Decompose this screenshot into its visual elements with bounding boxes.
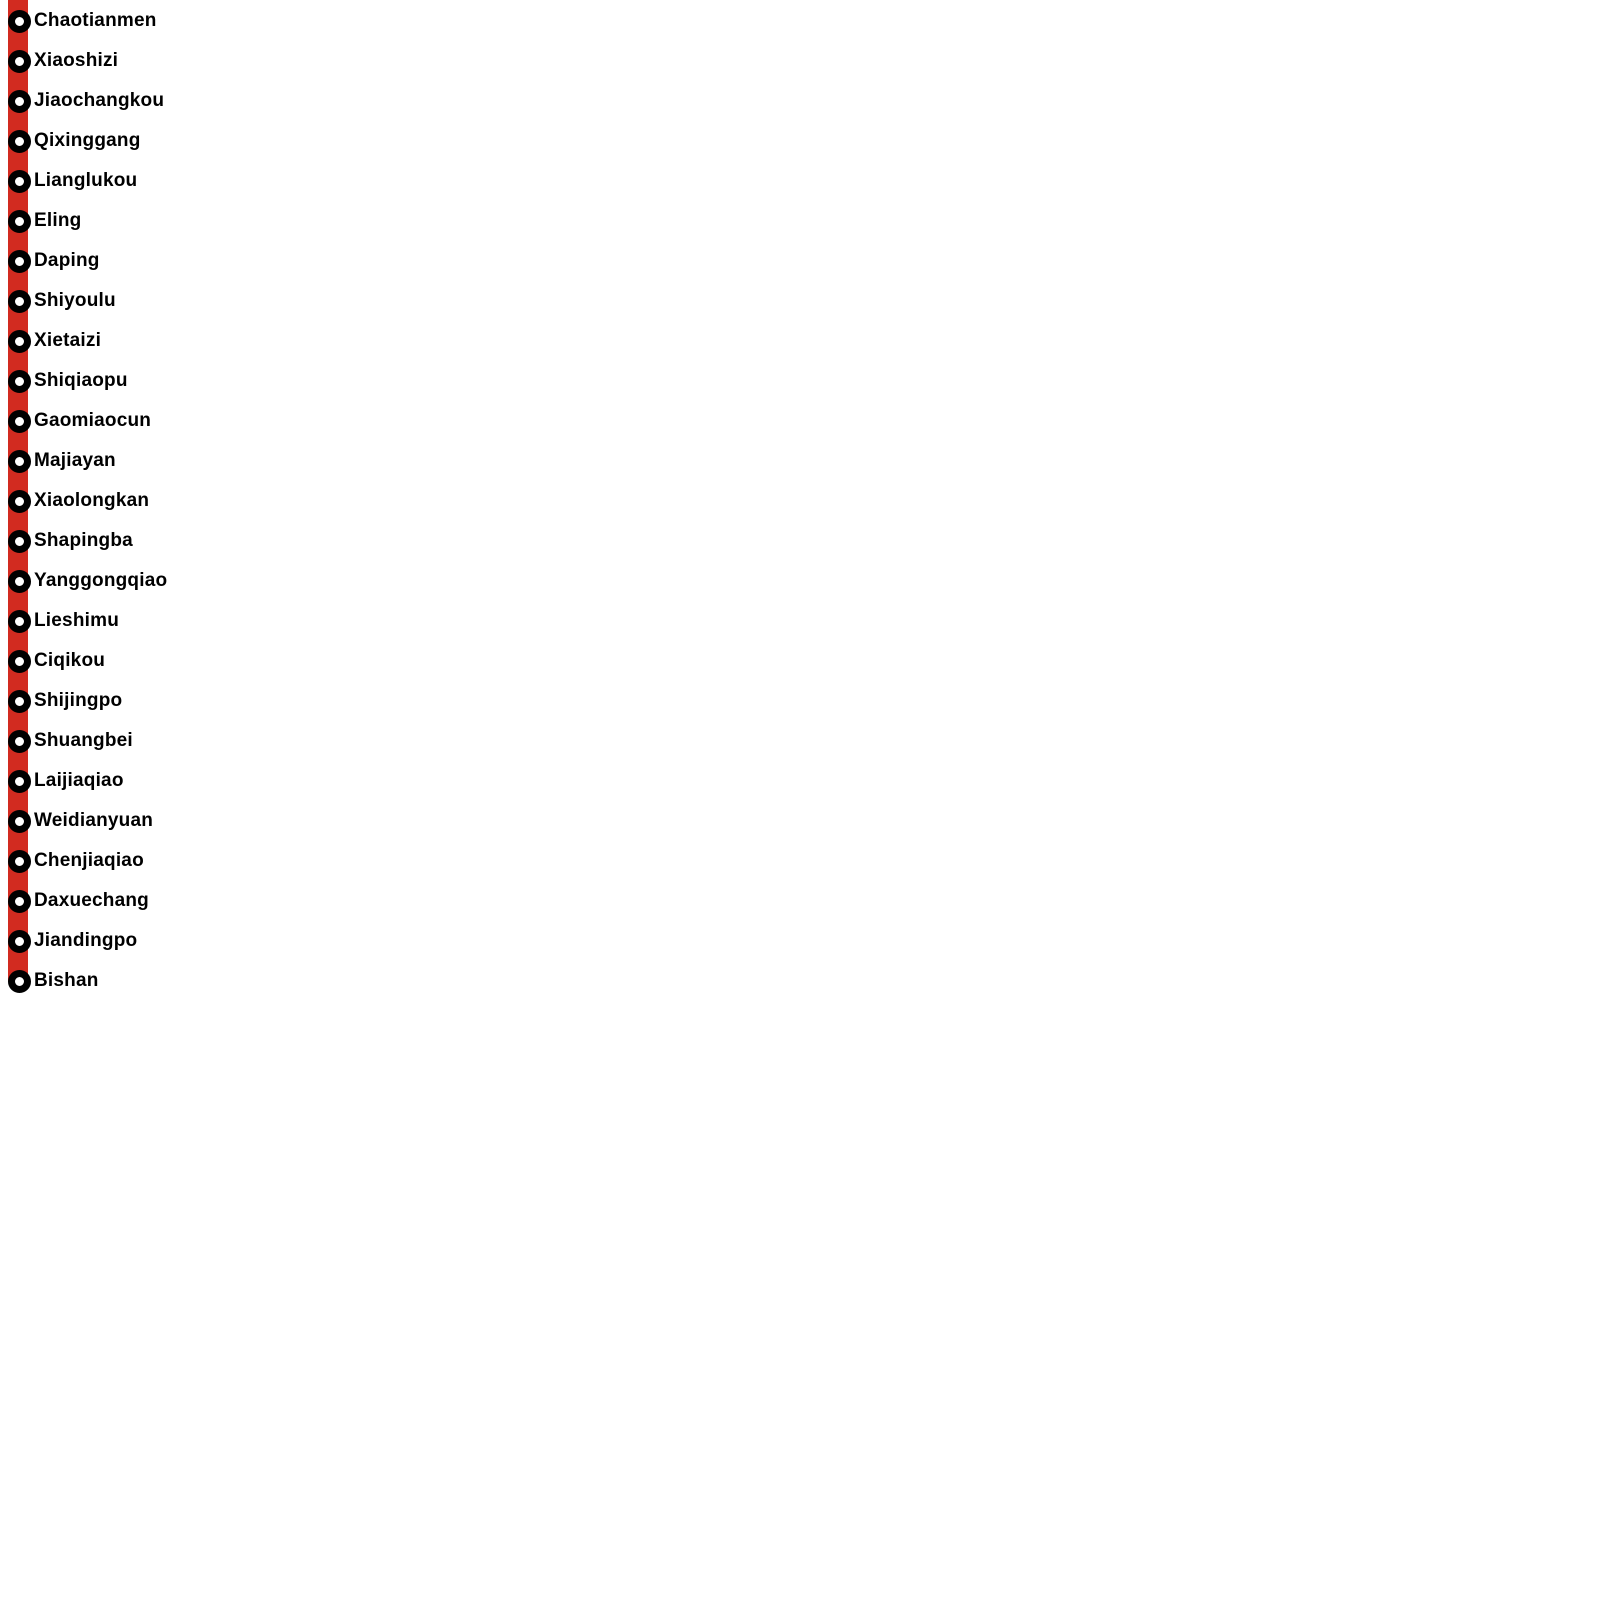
station-marker-icon — [8, 769, 31, 793]
station-row: Ciqikou — [0, 641, 105, 681]
station-row: Yanggongqiao — [0, 561, 167, 601]
station-marker-icon — [8, 449, 31, 473]
station-marker-icon — [8, 729, 31, 753]
station-label: Lianglukou — [34, 170, 138, 191]
station-row: Shiyoulu — [0, 281, 116, 321]
station-label: Qixinggang — [34, 130, 141, 151]
station-label: Xiaolongkan — [34, 490, 150, 511]
station-row: Gaomiaocun — [0, 401, 151, 441]
station-row: Xietaizi — [0, 321, 101, 361]
station-row: Jiaochangkou — [0, 81, 164, 121]
station-row: Bishan — [0, 961, 99, 1001]
station-label: Shiyoulu — [34, 290, 116, 311]
station-marker-icon — [8, 969, 31, 993]
station-marker-icon — [8, 409, 31, 433]
station-row: Daxuechang — [0, 881, 149, 921]
station-marker-icon — [8, 649, 31, 673]
station-row: Eling — [0, 201, 81, 241]
station-row: Majiayan — [0, 441, 116, 481]
station-label: Weidianyuan — [34, 810, 154, 831]
station-label: Ciqikou — [34, 650, 106, 671]
station-marker-icon — [8, 89, 31, 113]
station-row: Xiaolongkan — [0, 481, 149, 521]
station-label: Jiaochangkou — [34, 90, 165, 111]
station-row: Chaotianmen — [0, 1, 157, 41]
station-row: Laijiaqiao — [0, 761, 124, 801]
station-row: Lieshimu — [0, 601, 119, 641]
station-row: Jiandingpo — [0, 921, 137, 961]
station-marker-icon — [8, 329, 31, 353]
station-row: Weidianyuan — [0, 801, 153, 841]
station-label: Gaomiaocun — [34, 410, 152, 431]
station-label: Daping — [34, 250, 100, 271]
station-marker-icon — [8, 569, 31, 593]
station-label: Jiandingpo — [34, 930, 138, 951]
station-label: Shapingba — [34, 530, 133, 551]
station-marker-icon — [8, 809, 31, 833]
station-marker-icon — [8, 929, 31, 953]
station-label: Shiqiaopu — [34, 370, 128, 391]
station-row: Shiqiaopu — [0, 361, 128, 401]
station-marker-icon — [8, 889, 31, 913]
station-label: Shuangbei — [34, 730, 133, 751]
station-marker-icon — [8, 609, 31, 633]
station-row: Shapingba — [0, 521, 133, 561]
station-label: Laijiaqiao — [34, 770, 124, 791]
station-marker-icon — [8, 249, 31, 273]
station-marker-icon — [8, 489, 31, 513]
station-marker-icon — [8, 849, 31, 873]
station-label: Shijingpo — [34, 690, 123, 711]
station-marker-icon — [8, 9, 31, 33]
station-marker-icon — [8, 689, 31, 713]
station-label: Majiayan — [34, 450, 116, 471]
station-row: Daping — [0, 241, 100, 281]
station-marker-icon — [8, 529, 31, 553]
station-row: Chenjiaqiao — [0, 841, 144, 881]
station-marker-icon — [8, 209, 31, 233]
station-label: Daxuechang — [34, 890, 149, 911]
station-label: Chenjiaqiao — [34, 850, 144, 871]
station-marker-icon — [8, 289, 31, 313]
station-marker-icon — [8, 129, 31, 153]
station-label: Eling — [34, 210, 82, 231]
station-marker-icon — [8, 369, 31, 393]
station-label: Bishan — [34, 970, 99, 991]
station-label: Xietaizi — [34, 330, 102, 351]
station-label: Chaotianmen — [34, 10, 157, 31]
station-label: Lieshimu — [34, 610, 120, 631]
station-row: Qixinggang — [0, 121, 141, 161]
station-row: Lianglukou — [0, 161, 137, 201]
station-label: Yanggongqiao — [34, 570, 168, 591]
station-marker-icon — [8, 169, 31, 193]
station-row: Shuangbei — [0, 721, 133, 761]
station-row: Xiaoshizi — [0, 41, 118, 81]
station-row: Shijingpo — [0, 681, 122, 721]
station-marker-icon — [8, 49, 31, 73]
station-label: Xiaoshizi — [34, 50, 119, 71]
